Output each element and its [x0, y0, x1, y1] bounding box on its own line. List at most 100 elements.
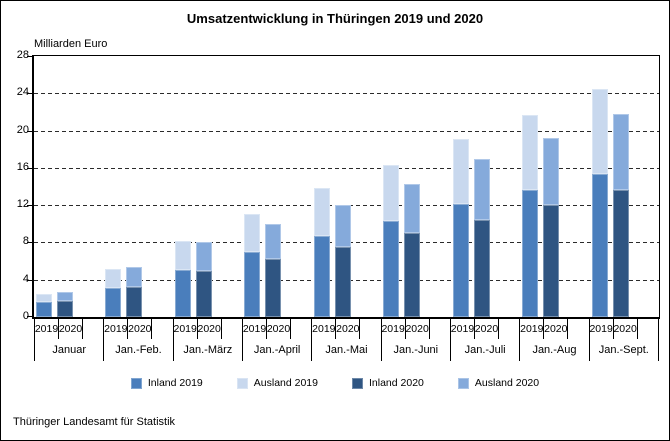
y-axis-tick: [27, 316, 32, 317]
bar-group: [242, 56, 311, 317]
segment-inland-2019: [174, 270, 191, 317]
legend-swatch: [130, 377, 142, 389]
x-axis-group: 2019 2020 Jan.-März: [172, 319, 242, 361]
segment-ausland-2020: [57, 292, 73, 301]
stacked-bar-2020: [126, 267, 143, 317]
legend-label: Ausland 2019: [253, 377, 318, 389]
segment-inland-2019: [522, 190, 539, 317]
year-label: 2020: [475, 319, 499, 339]
segment-ausland-2020: [473, 159, 490, 220]
year-label: 2020: [405, 319, 430, 339]
period-label: Jan.-März: [183, 344, 233, 356]
year-label: 2020: [613, 319, 638, 339]
stacked-bar-2019: [452, 139, 469, 317]
period-label: Jan.-Juli: [464, 344, 506, 356]
segment-ausland-2019: [522, 115, 539, 190]
year-label: 2019: [520, 319, 545, 339]
bar-group: [381, 56, 450, 317]
year-label-row: 2019 2020: [312, 319, 380, 339]
legend-item: Ausland 2019: [236, 377, 318, 389]
segment-ausland-2020: [195, 242, 212, 271]
segment-inland-2019: [244, 252, 261, 317]
period-label: Jan.-Feb.: [115, 344, 162, 356]
segment-ausland-2019: [174, 241, 191, 270]
year-label: 2019: [312, 319, 337, 339]
stacked-bar-2019: [36, 294, 52, 317]
y-axis-tick-label: 0: [22, 310, 29, 322]
stacked-bar-2019: [383, 165, 400, 317]
stacked-bar-2019: [244, 214, 261, 317]
y-axis-tick: [27, 56, 32, 57]
segment-inland-2020: [404, 233, 421, 317]
segment-inland-2019: [105, 288, 122, 317]
segment-ausland-2020: [543, 138, 560, 205]
bar-group: [451, 56, 520, 317]
x-axis-group: 2019 2020 Januar: [34, 319, 103, 361]
segment-inland-2019: [313, 236, 330, 317]
x-axis-group: 2019 2020 Jan.-Mai: [311, 319, 380, 361]
year-label-row: 2019 2020: [589, 319, 658, 339]
y-axis-tick-label: 24: [16, 86, 29, 98]
y-axis-tick: [27, 280, 32, 281]
legend-label: Inland 2020: [369, 377, 424, 389]
segment-inland-2020: [612, 190, 629, 317]
gridline: [34, 131, 659, 132]
y-axis-tick-label: 16: [16, 161, 29, 173]
year-label: 2020: [197, 319, 222, 339]
legend-label: Ausland 2020: [474, 377, 540, 389]
segment-inland-2020: [543, 205, 560, 317]
segment-inland-2019: [591, 174, 608, 317]
year-label: 2019: [451, 319, 475, 339]
period-label: Jan.-Mai: [325, 344, 368, 356]
x-axis-group: 2019 2020 Jan.-Juli: [449, 319, 519, 361]
bar-group: [34, 56, 103, 317]
year-label: 2019: [589, 319, 614, 339]
y-axis-tick-label: 28: [16, 49, 29, 61]
segment-ausland-2019: [383, 165, 400, 221]
stacked-bar-2020: [543, 138, 560, 317]
y-axis-tick-label: 4: [22, 273, 29, 285]
x-axis-group: 2019 2020 Jan.-Sept.: [588, 319, 659, 361]
period-label: Januar: [52, 344, 86, 356]
segment-ausland-2020: [334, 205, 351, 247]
segment-ausland-2019: [244, 214, 261, 252]
year-label: 2019: [35, 319, 59, 339]
segment-inland-2020: [473, 220, 490, 317]
year-label-row: 2019 2020: [381, 319, 450, 339]
y-axis-unit-label: Milliarden Euro: [34, 38, 108, 50]
source-attribution: Thüringer Landesamt für Statistik: [13, 416, 176, 428]
y-axis-tick: [27, 205, 32, 206]
stacked-bar-2019: [174, 241, 191, 317]
segment-ausland-2019: [36, 294, 52, 302]
y-axis-tick: [27, 242, 32, 243]
stacked-bar-2019: [522, 115, 539, 317]
year-label: 2019: [173, 319, 198, 339]
stacked-bar-2019: [591, 89, 608, 317]
x-axis-group: 2019 2020 Jan.-April: [241, 319, 311, 361]
segment-ausland-2019: [452, 139, 469, 204]
y-axis-labels: 0 4 8 12 16 20 24 28: [1, 1, 29, 331]
stacked-bar-2020: [57, 292, 73, 317]
segment-inland-2020: [195, 271, 212, 317]
year-label: 2020: [336, 319, 361, 339]
y-axis-tick: [27, 93, 32, 94]
stacked-bar-2020: [473, 159, 490, 317]
bar-group: [312, 56, 381, 317]
year-label-row: 2019 2020: [104, 319, 172, 339]
gridline: [34, 168, 659, 169]
segment-inland-2020: [265, 259, 282, 317]
segment-ausland-2020: [126, 267, 143, 287]
legend-swatch: [236, 377, 248, 389]
segment-ausland-2020: [612, 114, 629, 190]
segment-ausland-2019: [591, 89, 608, 174]
year-label: 2020: [59, 319, 83, 339]
year-label-row: 2019 2020: [173, 319, 242, 339]
legend-item: Inland 2019: [130, 377, 203, 389]
year-label: 2020: [267, 319, 291, 339]
stacked-bar-2019: [313, 188, 330, 317]
chart-title: Umsatzentwicklung in Thüringen 2019 und …: [186, 11, 484, 26]
segment-inland-2020: [334, 247, 351, 317]
x-axis-group: 2019 2020 Jan.-Feb.: [103, 319, 172, 361]
legend: Inland 2019 Ausland 2019 Inland 2020 Auslan…: [1, 377, 669, 389]
